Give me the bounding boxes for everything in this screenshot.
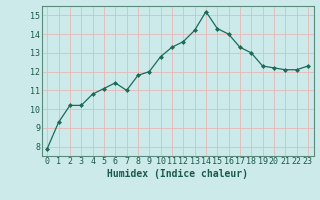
X-axis label: Humidex (Indice chaleur): Humidex (Indice chaleur): [107, 169, 248, 179]
